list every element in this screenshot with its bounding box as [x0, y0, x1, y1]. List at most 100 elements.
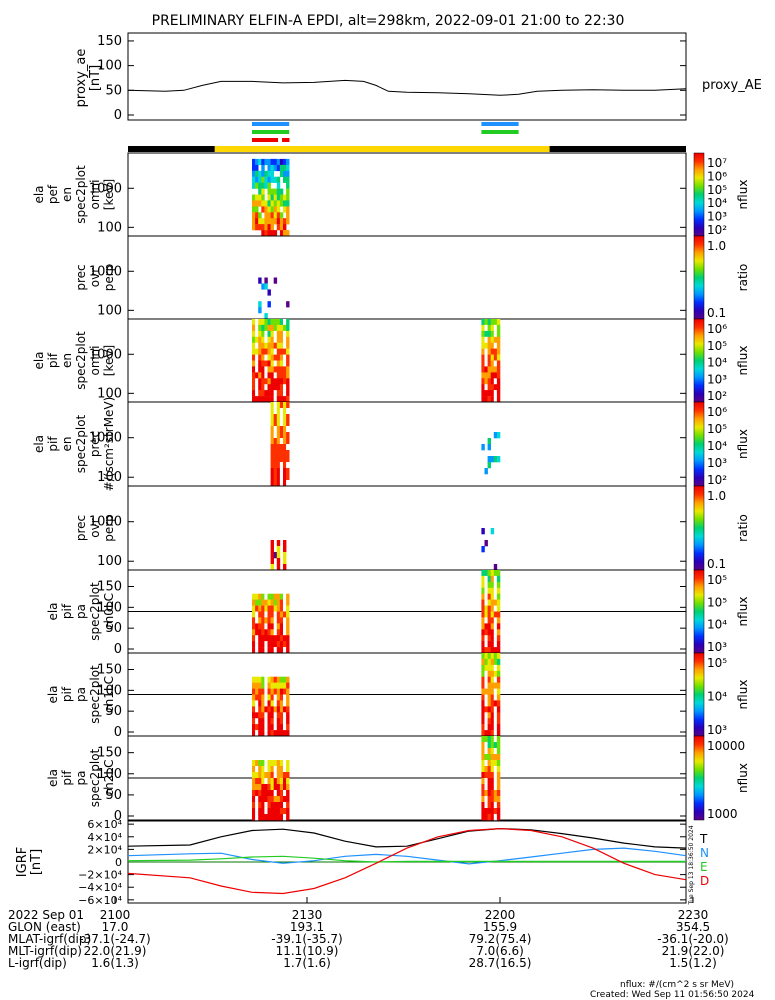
proxy-ae-frame — [127, 32, 687, 121]
heatmap-cell — [490, 814, 495, 821]
heatmap-cell — [276, 629, 281, 636]
heatmap-cell — [258, 611, 262, 618]
heatmap-cell — [255, 617, 259, 624]
heatmap-cell — [276, 540, 281, 547]
heatmap-cell — [279, 432, 284, 439]
heatmap-cell — [252, 605, 256, 612]
heatmap-cell — [481, 724, 485, 731]
heatmap-cell — [481, 796, 485, 803]
heatmap-cell — [258, 378, 262, 385]
heatmap-cell — [252, 342, 256, 349]
heatmap-cell — [258, 730, 262, 737]
heatmap-cell — [255, 647, 259, 654]
heatmap-cell — [270, 760, 274, 767]
heatmap-cell — [283, 438, 287, 445]
heatmap-cell — [496, 456, 501, 463]
heatmap-cell — [493, 718, 498, 725]
heatmap-cell — [487, 581, 491, 589]
heatmap-cell — [252, 182, 256, 189]
heatmap-cell — [267, 724, 271, 731]
heatmap-cell — [273, 605, 278, 612]
heatmap-cell — [496, 366, 501, 373]
colorbar-tick-label: 10⁶ — [707, 169, 727, 183]
heatmap-cell — [276, 212, 281, 219]
heatmap-cell — [496, 581, 501, 589]
ephemeris-value: 193.1 — [290, 920, 324, 934]
heatmap-cell — [283, 641, 287, 648]
heatmap-cell — [286, 230, 290, 237]
heatmap-cell — [258, 706, 262, 713]
heatmap-cell — [264, 647, 268, 654]
heatmap-cell — [481, 670, 485, 677]
heatmap-cell — [493, 348, 498, 355]
heatmap-cell — [273, 396, 278, 403]
heatmap-cell — [484, 766, 488, 773]
heatmap-cell — [270, 676, 274, 683]
heatmap-cell — [255, 802, 259, 809]
spectrogram-panel-8: 150 100 50 0 ela pif pa spec2plot ch2LC — [46, 735, 687, 824]
heatmap-cell — [255, 324, 259, 332]
heatmap-cell — [270, 605, 274, 612]
heatmap-cell — [279, 730, 284, 737]
heatmap-cells — [252, 570, 501, 654]
heatmap-cell — [267, 330, 271, 338]
colorbar-label: nflux — [736, 346, 750, 376]
heatmap-cell — [286, 635, 290, 642]
heatmap-cell — [258, 158, 262, 166]
heatmap-cell — [484, 754, 488, 761]
heatmap-cell — [258, 802, 262, 809]
heatmap-cell — [267, 396, 271, 403]
heatmap-cell — [276, 444, 281, 451]
heatmap-cell — [487, 438, 491, 445]
heatmap-cell — [487, 730, 491, 737]
heatmap-cell — [264, 348, 268, 355]
heatmap-cell — [493, 706, 498, 713]
heatmap-cell — [493, 784, 498, 791]
heatmap-cell — [283, 676, 287, 683]
heatmap-cell — [255, 194, 259, 201]
heatmap-cell — [252, 694, 256, 701]
ytick-label: 50 — [105, 704, 122, 719]
heatmap-cell — [270, 319, 274, 326]
igrf-legend-E: E — [700, 860, 708, 874]
heatmap-cell — [283, 230, 287, 237]
heatmap-cell — [493, 808, 498, 815]
heatmap-cell — [283, 206, 287, 213]
igrf-ylabel: IGRF — [15, 847, 30, 877]
heatmap-cell — [286, 182, 290, 189]
colorbar-tick-label: 0.1 — [707, 557, 726, 571]
heatmap-cell — [276, 546, 281, 553]
heatmap-cell — [487, 658, 491, 666]
heatmap-cell — [270, 784, 274, 791]
heatmap-cell — [279, 706, 284, 713]
heatmap-cell — [286, 444, 290, 451]
heatmap-cell — [490, 629, 495, 636]
heatmap-cell — [493, 611, 498, 618]
science-zone-markers — [252, 122, 519, 142]
igrf-line-D — [127, 827, 687, 895]
heatmap-cell — [267, 230, 271, 237]
heatmap-cell — [261, 176, 265, 183]
ylabel-line: ela — [32, 435, 46, 453]
heatmap-cell — [258, 808, 262, 815]
colorbar-strip — [693, 152, 705, 237]
heatmap-cell — [252, 784, 256, 791]
ylabel-line: spec2plot — [88, 582, 102, 641]
heatmap-cell — [279, 676, 284, 683]
ytick-label: 50 — [105, 621, 122, 636]
heatmap-cell — [283, 468, 287, 475]
heatmap-cell — [490, 688, 495, 695]
heatmap-cell — [481, 336, 485, 343]
heatmap-cell — [270, 170, 274, 177]
heatmap-cell — [484, 540, 488, 547]
heatmap-cell — [484, 330, 488, 338]
ylabel-line: spec2plot — [88, 748, 102, 807]
heatmap-cell — [252, 682, 256, 689]
heatmap-cell — [270, 480, 274, 487]
colorbar-strip — [693, 235, 705, 320]
heatmap-cell — [261, 283, 265, 290]
heatmap-cell — [261, 718, 265, 725]
heatmap-cell — [286, 170, 290, 177]
